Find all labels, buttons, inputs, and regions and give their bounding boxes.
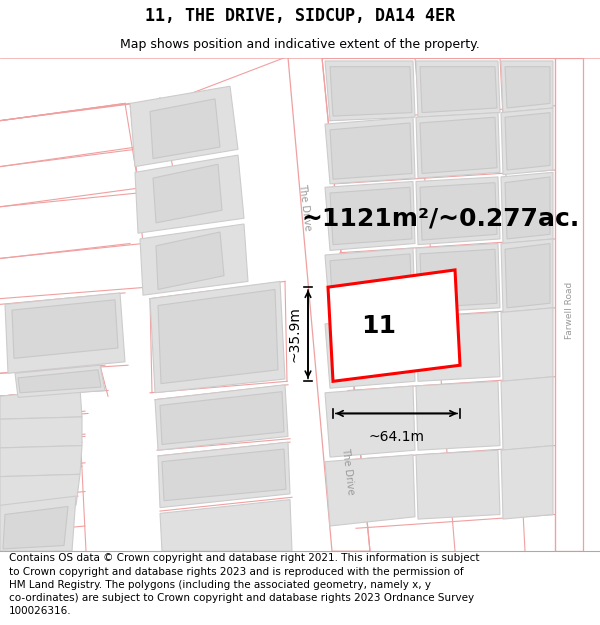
Polygon shape: [416, 312, 500, 381]
Polygon shape: [150, 281, 285, 392]
Polygon shape: [330, 67, 412, 116]
Polygon shape: [325, 118, 415, 184]
Polygon shape: [330, 254, 412, 314]
Polygon shape: [150, 99, 220, 159]
Polygon shape: [501, 239, 553, 312]
Polygon shape: [416, 450, 500, 519]
Polygon shape: [501, 61, 553, 112]
Polygon shape: [505, 177, 550, 239]
Polygon shape: [3, 506, 68, 549]
Polygon shape: [288, 58, 370, 551]
Polygon shape: [420, 182, 497, 240]
Polygon shape: [501, 173, 553, 244]
Polygon shape: [420, 118, 497, 174]
Text: Map shows position and indicative extent of the property.: Map shows position and indicative extent…: [120, 38, 480, 51]
Text: ~64.1m: ~64.1m: [368, 429, 425, 444]
Polygon shape: [501, 308, 553, 381]
Polygon shape: [505, 67, 550, 108]
Polygon shape: [325, 181, 415, 251]
Text: The Drive: The Drive: [340, 447, 356, 495]
Polygon shape: [325, 317, 415, 388]
Polygon shape: [330, 123, 412, 179]
Text: Farwell Road: Farwell Road: [565, 281, 574, 339]
Polygon shape: [416, 177, 500, 244]
Polygon shape: [18, 370, 101, 392]
Polygon shape: [12, 300, 118, 358]
Polygon shape: [420, 249, 497, 308]
Polygon shape: [0, 474, 80, 509]
Polygon shape: [330, 188, 412, 244]
Text: ~1121m²/~0.277ac.: ~1121m²/~0.277ac.: [301, 206, 579, 230]
Polygon shape: [130, 86, 238, 167]
Polygon shape: [501, 446, 553, 519]
Polygon shape: [416, 244, 500, 312]
Polygon shape: [158, 442, 290, 508]
Text: ~35.9m: ~35.9m: [288, 306, 302, 362]
Text: The Drive: The Drive: [297, 182, 313, 231]
Polygon shape: [5, 293, 125, 373]
Polygon shape: [0, 496, 76, 551]
Text: 11: 11: [361, 314, 397, 338]
Polygon shape: [420, 67, 497, 112]
Polygon shape: [158, 289, 278, 384]
Polygon shape: [325, 248, 415, 319]
Polygon shape: [140, 224, 248, 295]
Polygon shape: [135, 155, 244, 233]
Polygon shape: [15, 365, 105, 398]
Polygon shape: [160, 392, 284, 444]
Polygon shape: [325, 455, 415, 526]
Polygon shape: [505, 244, 550, 308]
Polygon shape: [153, 164, 222, 223]
Polygon shape: [555, 58, 583, 551]
Polygon shape: [162, 449, 286, 501]
Polygon shape: [416, 112, 500, 178]
Polygon shape: [0, 446, 82, 477]
Polygon shape: [416, 381, 500, 450]
Polygon shape: [0, 417, 82, 448]
Polygon shape: [505, 112, 550, 170]
Polygon shape: [416, 61, 500, 118]
Text: Contains OS data © Crown copyright and database right 2021. This information is : Contains OS data © Crown copyright and d…: [9, 553, 479, 616]
Polygon shape: [0, 388, 82, 419]
Polygon shape: [156, 232, 224, 289]
Polygon shape: [501, 108, 553, 174]
Polygon shape: [160, 499, 292, 551]
Text: 11, THE DRIVE, SIDCUP, DA14 4ER: 11, THE DRIVE, SIDCUP, DA14 4ER: [145, 7, 455, 25]
Polygon shape: [325, 61, 415, 121]
Polygon shape: [155, 385, 288, 450]
Polygon shape: [328, 270, 460, 381]
Polygon shape: [325, 386, 415, 457]
Polygon shape: [501, 377, 553, 450]
